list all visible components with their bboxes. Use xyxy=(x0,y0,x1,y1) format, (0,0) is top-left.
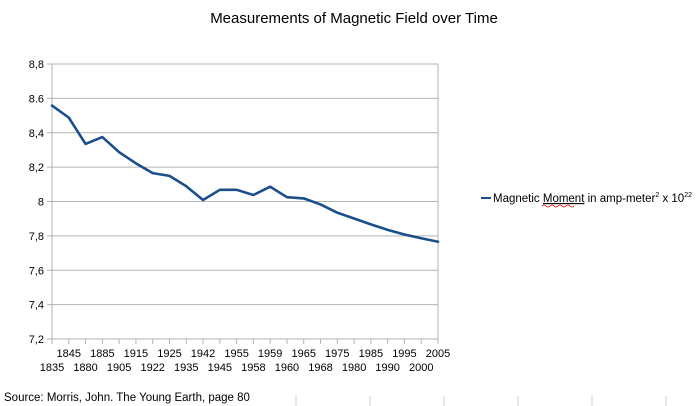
x-tick-label: 2005 xyxy=(426,348,450,360)
y-tick-label: 8,2 xyxy=(29,162,44,174)
x-tick-label: 1935 xyxy=(174,362,198,374)
x-tick-label: 1885 xyxy=(90,348,114,360)
x-tick-label: 1905 xyxy=(107,362,131,374)
y-tick-label: 7,6 xyxy=(29,265,44,277)
x-tick-label: 1945 xyxy=(208,362,232,374)
x-tick-label: 1990 xyxy=(375,362,399,374)
x-tick-label: 1960 xyxy=(275,362,299,374)
x-tick-label: 1959 xyxy=(258,348,282,360)
legend-entry-text: Magnetic Moment in amp-meter2 x 1022 xyxy=(493,192,692,205)
x-tick-label: 1968 xyxy=(308,362,332,374)
chart-title: Measurements of Magnetic Field over Time xyxy=(210,10,498,27)
data-point xyxy=(386,228,389,231)
legend-superscript-2: 22 xyxy=(684,192,692,199)
series-lines xyxy=(50,104,440,244)
x-tick-label: 1995 xyxy=(392,348,416,360)
legend-text-prefix: Magnetic xyxy=(493,193,543,205)
data-point xyxy=(202,199,204,201)
y-tick-label: 7,4 xyxy=(29,300,44,312)
x-tick-label: 1922 xyxy=(140,362,164,374)
legend-text-underlined: Moment xyxy=(543,193,585,205)
data-point xyxy=(235,188,238,191)
legend-text-times: x 10 xyxy=(659,193,684,205)
y-tick-label: 7,8 xyxy=(29,231,44,243)
data-point xyxy=(269,185,272,188)
data-point xyxy=(118,151,121,154)
data-point xyxy=(437,240,439,243)
y-tick-label: 8,4 xyxy=(29,128,44,140)
x-tick-label: 1980 xyxy=(342,362,366,374)
x-tick-label: 1915 xyxy=(124,348,148,360)
y-tick-label: 7,2 xyxy=(29,334,44,346)
y-tick-label: 8,8 xyxy=(29,59,44,71)
x-tick-label: 1955 xyxy=(224,348,248,360)
x-tick-label: 1835 xyxy=(40,362,64,374)
series-line xyxy=(50,104,440,244)
data-point xyxy=(84,143,87,145)
data-point xyxy=(151,172,154,175)
data-point xyxy=(101,136,104,138)
y-tick-label: 8 xyxy=(38,197,44,209)
data-point xyxy=(336,211,339,214)
footer-tick-marks xyxy=(295,396,667,406)
data-point xyxy=(185,185,188,188)
x-axis-tick-labels: 1835 1845 1880 1885 1905 1915 1922 1925 1935 1942… xyxy=(40,348,450,374)
x-tick-label: 1880 xyxy=(73,362,97,374)
y-axis-tick-labels: 7,2 7,4 7,6 7,8 8 8,2 8,4 8.6 8,8 xyxy=(29,59,44,346)
axes xyxy=(47,63,439,344)
x-tick-label: 1925 xyxy=(157,348,181,360)
data-point xyxy=(302,197,305,200)
data-point xyxy=(218,188,221,191)
data-point xyxy=(369,223,372,226)
grid-lines xyxy=(52,63,438,340)
data-point xyxy=(168,174,171,177)
data-point xyxy=(135,162,137,165)
y-tick-label: 8.6 xyxy=(29,93,44,105)
source-note: Source: Morris, John. The Young Earth, p… xyxy=(4,392,250,404)
x-tick-label: 1975 xyxy=(325,348,349,360)
x-tick-label: 1942 xyxy=(191,348,215,360)
x-tick-label: 1965 xyxy=(291,348,315,360)
data-point xyxy=(403,233,406,236)
legend: Magnetic Moment in amp-meter2 x 1022 xyxy=(481,192,692,208)
x-tick-label: 1958 xyxy=(241,362,265,374)
spellcheck-squiggle xyxy=(541,204,575,208)
data-point xyxy=(420,237,423,240)
legend-superscript-1: 2 xyxy=(655,192,659,199)
x-tick-label: 1845 xyxy=(57,348,81,360)
data-point xyxy=(286,196,288,199)
data-point xyxy=(67,116,70,119)
x-tick-label: 1985 xyxy=(359,348,383,360)
legend-text-middle: in amp-meter xyxy=(584,193,655,205)
data-point xyxy=(252,194,255,196)
data-point xyxy=(353,217,355,220)
data-point xyxy=(51,104,53,107)
x-tick-label: 2000 xyxy=(409,362,433,374)
data-point xyxy=(319,203,322,206)
